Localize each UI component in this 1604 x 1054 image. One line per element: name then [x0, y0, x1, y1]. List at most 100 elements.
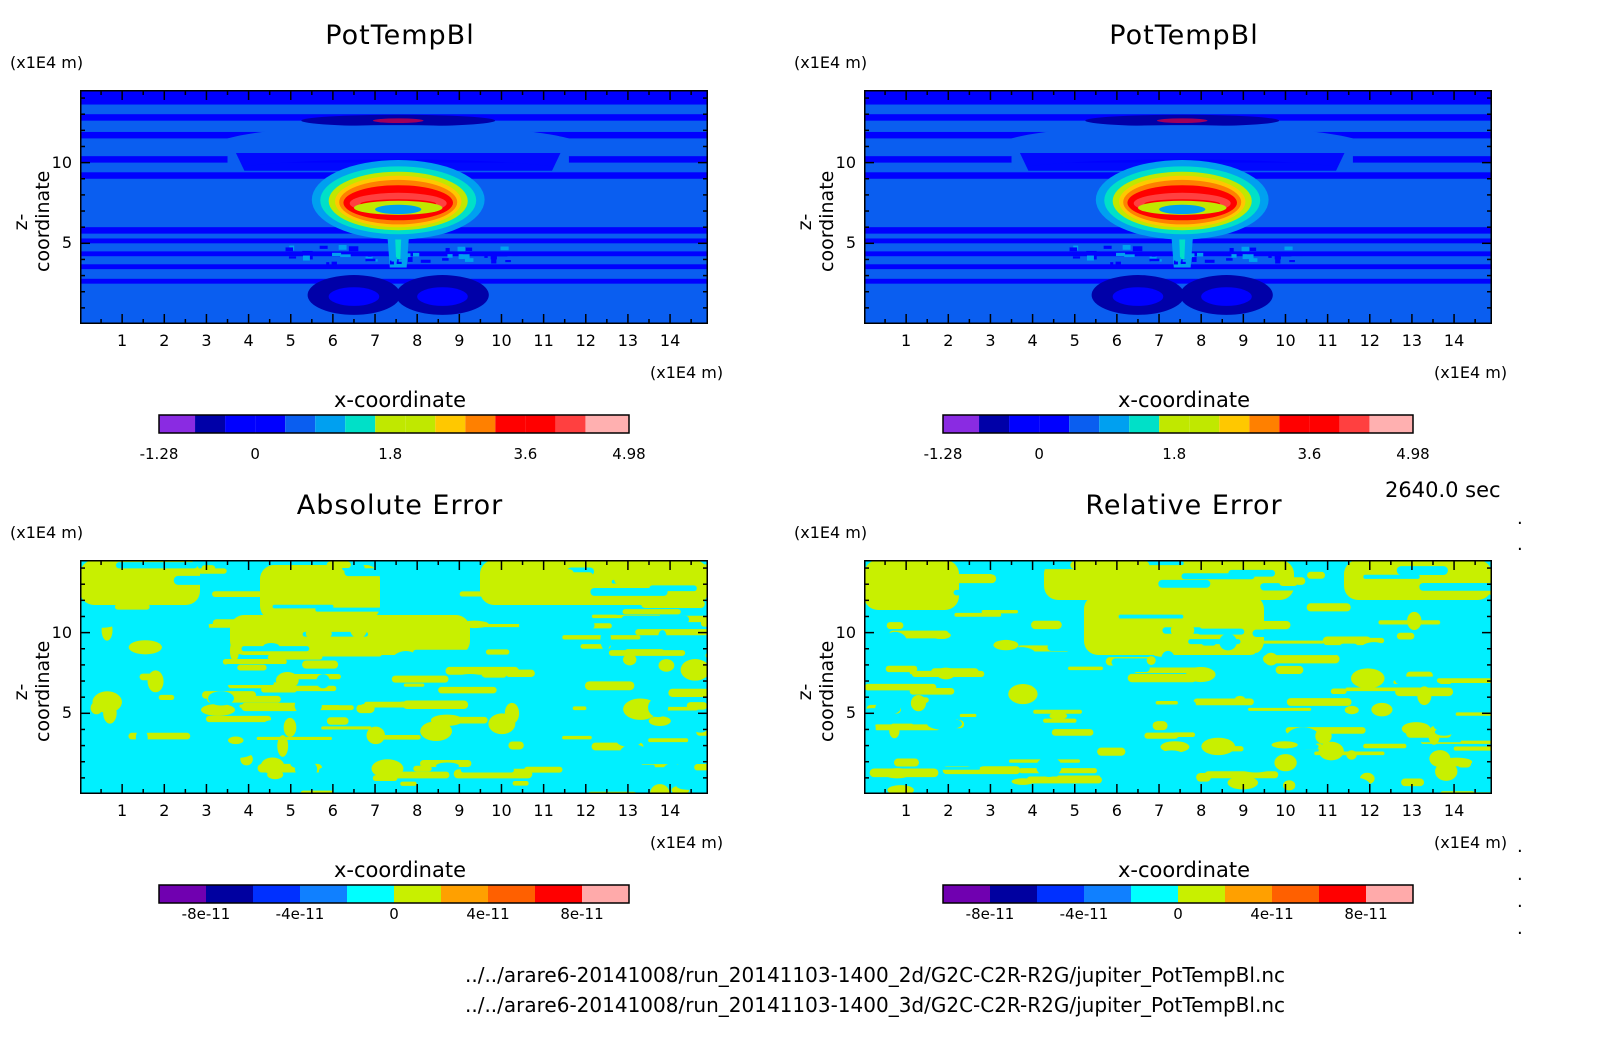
colorbar-swatch: [1084, 885, 1131, 903]
time-label: 2640.0 sec: [1385, 478, 1501, 502]
x-tick-label: 9: [1238, 331, 1249, 350]
colorbar-swatch: [405, 415, 436, 433]
colorbar-swatch: [1309, 415, 1340, 433]
colorbar-swatch: [488, 885, 535, 903]
field-noise: [1191, 257, 1197, 262]
field-noise: [1175, 257, 1182, 262]
error-blob: [263, 642, 280, 651]
error-streak: [622, 609, 681, 615]
error-blob: [1037, 682, 1051, 695]
plot-frame: [80, 90, 708, 324]
error-streak: [1070, 561, 1150, 570]
error-streak: [1047, 643, 1072, 651]
error-blob: [931, 631, 951, 640]
y-unit-label: (x1E4 m): [794, 523, 868, 542]
error-blob: [623, 653, 637, 666]
x-tick-label: 7: [369, 331, 381, 350]
colorbar-label: 3.6: [513, 445, 538, 463]
colorbar-swatch: [375, 415, 406, 433]
error-blob: [1401, 722, 1431, 736]
error-streak: [161, 624, 197, 628]
error-blob: [391, 651, 421, 673]
error-streak: [1248, 707, 1312, 711]
error-blob: [275, 672, 299, 689]
plot-frame: [80, 560, 708, 794]
error-blob: [889, 723, 900, 739]
error-blob: [277, 735, 289, 757]
colorbar-swatch: [441, 885, 488, 903]
error-blob: [966, 677, 979, 693]
colorbar-label: -4e-11: [1059, 905, 1109, 923]
colorbar-swatch: [1272, 885, 1319, 903]
y-tick-label: 5: [61, 233, 72, 253]
error-streak: [694, 764, 708, 771]
error-streak: [400, 781, 417, 786]
error-blob: [692, 721, 708, 733]
colorbar-swatch: [345, 415, 376, 433]
error-blob: [883, 631, 907, 651]
error-streak: [1279, 578, 1299, 587]
error-blob: [1184, 775, 1199, 794]
field-noise: [407, 257, 413, 262]
y-tick-label: 10: [835, 152, 856, 172]
field-noise: [442, 258, 449, 261]
error-streak: [114, 604, 150, 610]
error-streak: [1396, 566, 1448, 575]
error-blob: [1350, 668, 1385, 689]
error-streak: [1068, 666, 1103, 671]
colorbar-swatch: [1129, 415, 1160, 433]
colorbar-label: 0: [1173, 905, 1183, 923]
error-streak: [197, 633, 212, 641]
field-noise: [1284, 246, 1293, 251]
error-streak: [241, 702, 299, 712]
error-blob: [294, 695, 322, 716]
error-streak: [384, 784, 440, 793]
margin-dot: .: [1517, 864, 1523, 885]
error-blob: [260, 757, 285, 774]
colorbar-frame: [158, 884, 630, 904]
error-streak: [505, 669, 535, 677]
error-streak: [212, 619, 261, 627]
x-axis-label: x-coordinate: [333, 388, 466, 412]
error-blob: [697, 638, 708, 647]
error-streak: [624, 649, 665, 655]
x-tick-label: 4: [1027, 801, 1038, 820]
error-blob: [147, 670, 164, 693]
x-tick-label: 2: [943, 801, 954, 820]
error-streak: [326, 717, 349, 725]
x-unit-label: (x1E4 m): [1434, 363, 1508, 382]
error-streak: [1257, 640, 1324, 644]
error-streak: [618, 776, 672, 782]
colorbar-swatch: [495, 415, 526, 433]
error-streak: [302, 660, 339, 669]
field-noise: [1241, 246, 1250, 252]
x-tick-label: 9: [1238, 801, 1249, 820]
error-streak: [413, 765, 432, 772]
field-noise: [1231, 254, 1237, 258]
error-streak: [864, 683, 937, 691]
colorbar-label: -1.28: [139, 445, 179, 463]
x-tick-label: 10: [491, 331, 512, 350]
chart-title: Absolute Error: [296, 490, 504, 521]
error-blob: [1244, 740, 1258, 756]
field-noise: [1086, 255, 1094, 261]
error-blob: [1346, 750, 1357, 760]
error-blob: [104, 740, 117, 762]
error-streak: [1286, 698, 1352, 706]
error-blob: [128, 717, 161, 733]
colorbar-swatch: [394, 885, 441, 903]
colorbar-swatch: [285, 415, 316, 433]
error-streak: [396, 753, 473, 760]
x-tick-label: 10: [1275, 801, 1296, 820]
x-tick-label: 8: [1196, 801, 1207, 820]
error-blob: [1318, 667, 1334, 675]
field-noise: [319, 245, 328, 249]
plot-frame: [864, 560, 1492, 794]
x-tick-label: 8: [412, 331, 423, 350]
x-tick-label: 3: [985, 801, 996, 820]
field-noise: [365, 258, 376, 262]
error-blob: [261, 720, 284, 735]
x-tick-label: 14: [659, 331, 681, 350]
field-noise: [1086, 250, 1097, 254]
error-streak: [555, 776, 617, 784]
